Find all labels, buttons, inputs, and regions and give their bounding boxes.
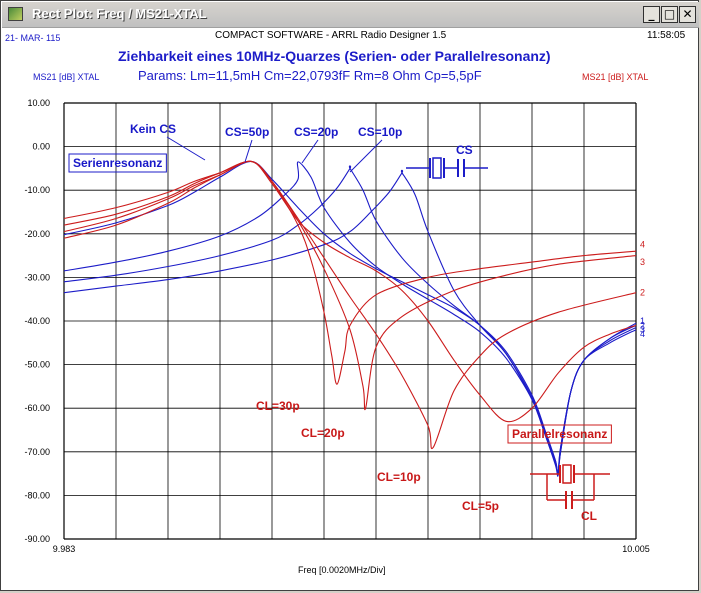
annotation-label: CS (456, 143, 473, 157)
annotation-label: CL=30p (256, 399, 300, 413)
annotation-label: Serienresonanz (73, 156, 162, 170)
series-end-label: 3 (640, 257, 645, 267)
annotation-box (68, 153, 167, 173)
series-line-blue-4 (63, 169, 637, 475)
chart-title: Ziehbarkeit eines 10MHz-Quarzes (Serien-… (118, 48, 551, 64)
annotation-label: CS=50p (225, 125, 269, 139)
series-line-red-7 (63, 160, 637, 450)
series-end-label: 4 (640, 240, 645, 250)
close-button[interactable]: ✕ (679, 6, 696, 23)
annotation-label: CS=20p (294, 125, 338, 139)
annotation-leader (244, 139, 253, 163)
right-axis-label: MS21 [dB] XTAL (582, 72, 649, 82)
annotation-label: CL=5p (462, 499, 499, 513)
x-tick-label: 9.983 (53, 544, 76, 554)
y-tick-label: 10.00 (27, 98, 50, 108)
y-tick-label: -60.00 (24, 403, 50, 413)
series-end-label: 3 (640, 325, 645, 335)
title-bar[interactable]: Rect Plot: Freq / MS21-XTAL _ □ ✕ (2, 2, 699, 28)
x-axis-label: Freq [0.0020MHz/Div] (298, 565, 386, 575)
y-tick-label: -40.00 (24, 316, 50, 326)
annotation-label: CL=10p (377, 470, 421, 484)
chart-grid (63, 102, 637, 540)
annotation-label: CL (581, 509, 597, 523)
annotation-label: CS=10p (358, 125, 402, 139)
annotation-leader (166, 136, 206, 161)
chart-annotations: Kein CS CS=50p CS=20p CS=10p CS Serienresonan… (68, 122, 612, 523)
y-tick-label: -80.00 (24, 490, 50, 500)
y-tick-label: -10.00 (24, 185, 50, 195)
annotation-leader (301, 139, 319, 164)
time-label: 11:58:05 (647, 30, 686, 41)
date-label: 21- MAR- 115 (5, 33, 61, 43)
series-end-label: 1 (640, 316, 645, 326)
series-end-label: 2 (640, 320, 645, 330)
maximize-button[interactable]: □ (661, 6, 678, 23)
parallel-crystal-symbol (530, 464, 610, 509)
series-end-label: 2 (640, 288, 645, 298)
chart-series (63, 160, 637, 477)
series-end-label: 4 (640, 329, 645, 339)
left-axis-label: MS21 [dB] XTAL (33, 72, 100, 82)
y-tick-label: -90.00 (24, 534, 50, 544)
x-tick-labels: 9.983 10.005 (53, 544, 650, 554)
x-tick-label: 10.005 (622, 544, 650, 554)
minimize-button[interactable]: _ (643, 6, 660, 23)
series-crystal-symbol (406, 157, 488, 179)
y-tick-label: -50.00 (24, 360, 50, 370)
software-label: COMPACT SOFTWARE - ARRL Radio Designer 1… (215, 30, 447, 41)
y-tick-labels: 10.00 0.00 -10.00 -20.00 -30.00 -40.00 -50.00 -… (24, 98, 50, 544)
y-tick-label: -70.00 (24, 447, 50, 457)
y-tick-label: -20.00 (24, 229, 50, 239)
annotation-label: CL=20p (301, 426, 345, 440)
y-tick-label: 0.00 (32, 142, 50, 152)
annotation-label: Parallelresonanz (512, 427, 607, 441)
annotation-box (507, 424, 612, 444)
window-title: Rect Plot: Freq / MS21-XTAL (32, 6, 207, 21)
series-line-red-6 (63, 160, 637, 411)
chart-subtitle: Params: Lm=11,5mH Cm=22,0793fF Rm=8 Ohm … (138, 68, 482, 83)
series-line-red-5 (63, 160, 637, 385)
annotation-leader (349, 139, 383, 173)
app-icon[interactable] (8, 7, 23, 21)
series-line-red-8 (63, 160, 637, 423)
annotation-label: Kein CS (130, 122, 176, 136)
y-tick-label: -30.00 (24, 272, 50, 282)
